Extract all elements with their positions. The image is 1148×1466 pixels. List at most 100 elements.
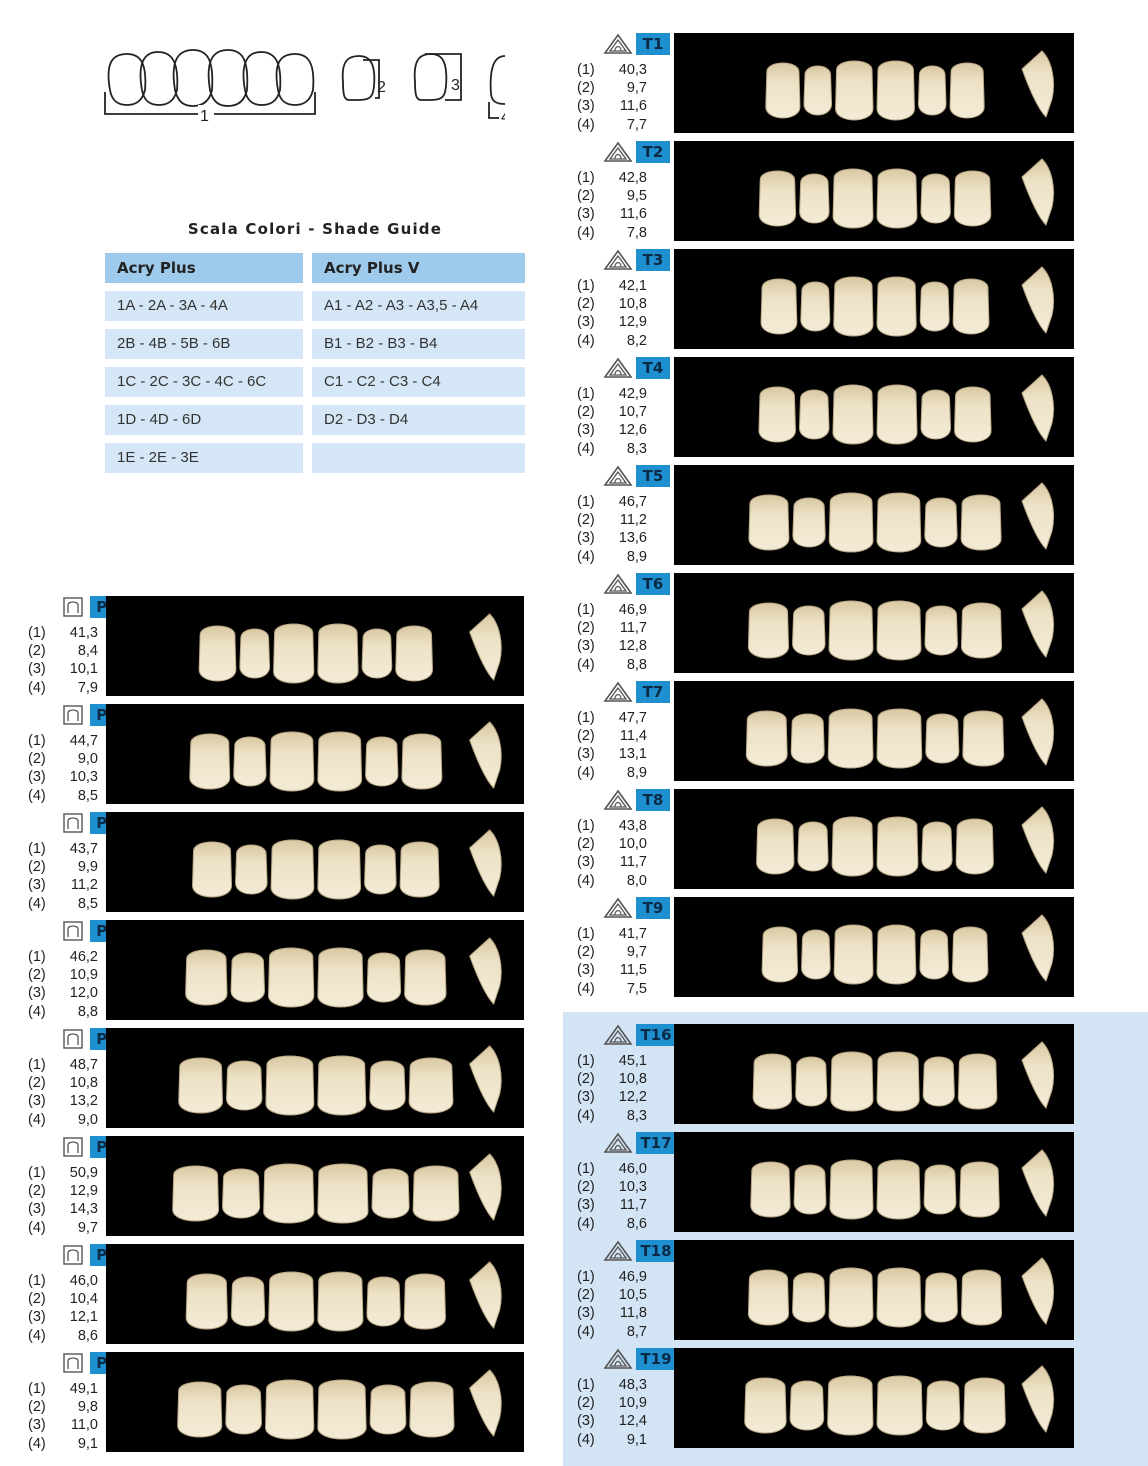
- tooth-shape: [876, 1159, 921, 1220]
- measurement-row: (1) 47,7: [577, 709, 647, 727]
- measurement-value: 46,0: [69, 1273, 98, 1289]
- measurement-label: (3): [577, 98, 595, 115]
- triangle-icon: [603, 465, 633, 492]
- tooth-shape: [829, 1159, 874, 1220]
- diagram-label-3: 3: [451, 77, 460, 94]
- measurement-value: 12,0: [69, 985, 98, 1002]
- tooth-shape: [198, 625, 237, 682]
- shade-guide-table: Acry Plus Acry Plus V 1A - 2A - 3A - 4A …: [105, 253, 525, 481]
- measurement-label: (4): [28, 1219, 46, 1236]
- tooth-photo-panel: [106, 812, 524, 912]
- shade-cell: A1 - A2 - A3 - A3,5 - A4: [312, 291, 525, 321]
- shade-cell: C1 - C2 - C3 - C4: [312, 367, 525, 397]
- tooth-shape: [185, 949, 228, 1006]
- measurement-row: (1) 41,7: [577, 925, 647, 943]
- measurement-row: (1) 46,9: [577, 1268, 647, 1286]
- measurement-row: (3) 10,3: [28, 768, 98, 786]
- tooth-shape: [876, 924, 917, 985]
- measurement-value: 10,1: [69, 661, 98, 678]
- tooth-shape: [366, 952, 402, 1003]
- measurement-label: (1): [577, 818, 595, 834]
- measurement-value: 11,7: [619, 1197, 647, 1214]
- measurement-value: 45,1: [618, 1053, 647, 1069]
- measurement-value: 11,7: [619, 620, 647, 637]
- tooth-shape: [225, 1060, 263, 1111]
- tooth-shape: [801, 929, 831, 980]
- tooth-shape: [832, 168, 874, 229]
- measurement-label: (1): [28, 1381, 46, 1397]
- measurement-label: (2): [577, 836, 595, 853]
- measurement-value: 10,4: [69, 1291, 98, 1308]
- measurement-label: (3): [28, 769, 46, 786]
- measurement-value: 8,7: [626, 1323, 647, 1340]
- tooth-shape: [761, 926, 799, 983]
- measurement-label: (4): [577, 224, 595, 241]
- tooth-profile: [469, 613, 502, 681]
- tooth-shape: [750, 1161, 791, 1218]
- measurement-value: 9,1: [626, 1431, 647, 1448]
- tooth-profile: [1021, 1257, 1055, 1325]
- measurement-row: (1) 48,7: [28, 1056, 98, 1074]
- measurement-row: (4) 9,7: [28, 1219, 98, 1237]
- measurement-value: 11,8: [619, 1305, 647, 1322]
- tooth-photo-panel: [674, 897, 1074, 997]
- measurement-value: 9,8: [77, 1399, 98, 1416]
- measurement-label: (1): [28, 733, 46, 749]
- tooth-shape: [263, 1163, 315, 1224]
- measurement-list: (1) 42,9 (2) 10,7 (3) 12,6 (4) 8,3: [577, 385, 647, 458]
- measurement-list: (1) 41,3 (2) 8,4 (3) 10,1 (4) 7,9: [28, 624, 98, 697]
- measurement-value: 42,1: [618, 278, 647, 294]
- square-tooth-icon: [62, 920, 84, 947]
- measurement-value: 8,5: [77, 787, 98, 804]
- measurement-row: (3) 12,8: [577, 637, 647, 655]
- measurement-value: 8,8: [77, 1003, 98, 1020]
- measurement-label: (1): [28, 1165, 46, 1181]
- tooth-shape: [230, 952, 266, 1003]
- tooth-photo-panel: [674, 465, 1074, 565]
- tooth-shape: [789, 1380, 825, 1431]
- measurement-value: 8,5: [77, 895, 98, 912]
- shade-cell: 1D - 4D - 6D: [105, 405, 303, 435]
- tooth-shape: [317, 1379, 367, 1440]
- mould-code: T2: [636, 141, 670, 163]
- measurement-value: 12,2: [618, 1089, 647, 1106]
- tooth-shape: [317, 947, 364, 1008]
- measurement-value: 43,7: [69, 841, 98, 857]
- measurement-row: (2) 9,9: [28, 858, 98, 876]
- measurement-row: (1) 44,7: [28, 732, 98, 750]
- tooth-shape: [178, 1057, 223, 1114]
- measurement-value: 46,7: [618, 494, 647, 510]
- measurement-value: 12,9: [69, 1183, 98, 1200]
- measurement-row: (2) 10,9: [577, 1394, 647, 1412]
- tooth-dimension-diagram: 1 2 3 4: [104, 49, 505, 126]
- measurement-label: (4): [577, 548, 595, 565]
- shade-cell: D2 - D3 - D4: [312, 405, 525, 435]
- measurement-label: (1): [577, 926, 595, 942]
- tooth-photo-panel: [674, 1348, 1074, 1448]
- tooth-shape: [747, 602, 790, 659]
- measurement-row: (3) 11,0: [28, 1416, 98, 1434]
- measurement-label: (4): [577, 764, 595, 781]
- tooth-shape: [925, 1380, 961, 1431]
- measurement-row: (1) 46,0: [577, 1160, 647, 1178]
- tooth-shape: [827, 708, 874, 769]
- tooth-shape: [793, 1164, 827, 1215]
- tooth-shape: [239, 628, 271, 679]
- measurement-value: 7,9: [77, 679, 98, 696]
- tooth-shape: [828, 492, 874, 553]
- square-tooth-icon: [62, 1028, 84, 1055]
- tooth-shape: [955, 818, 994, 875]
- measurement-row: (4) 8,2: [577, 332, 647, 350]
- measurement-label: (3): [28, 661, 46, 678]
- triangle-icon: [603, 789, 633, 816]
- tooth-shape: [747, 1269, 790, 1326]
- measurement-label: (2): [28, 1399, 46, 1416]
- measurement-label: (2): [28, 1183, 46, 1200]
- tooth-shape: [361, 628, 393, 679]
- tooth-shape: [876, 492, 922, 553]
- measurement-row: (3) 12,6: [577, 421, 647, 439]
- measurement-label: (2): [577, 512, 595, 529]
- triangle-icon: [603, 357, 633, 384]
- measurement-list: (1) 48,7 (2) 10,8 (3) 13,2 (4) 9,0: [28, 1056, 98, 1129]
- measurement-value: 10,9: [618, 1395, 647, 1412]
